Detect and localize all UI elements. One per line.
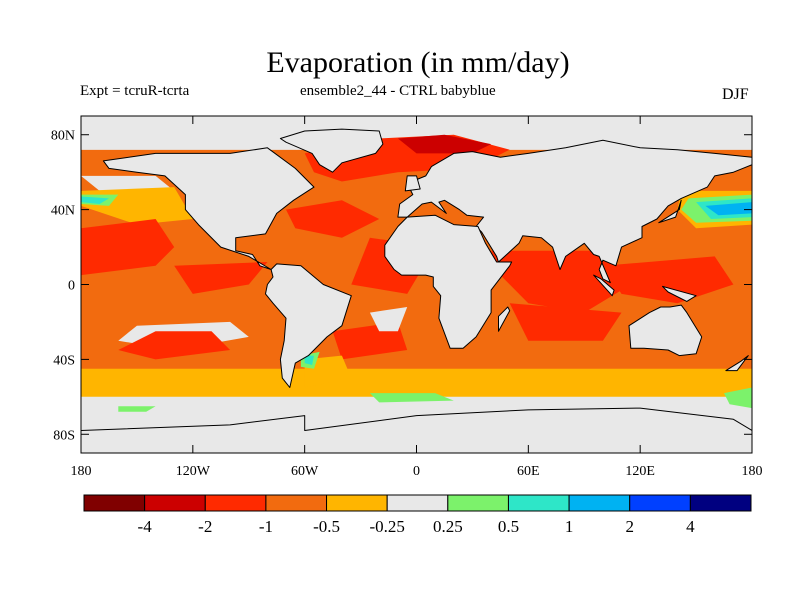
lat-tick-label: 80S bbox=[53, 428, 75, 443]
contour-region bbox=[81, 175, 175, 191]
lon-tick-label: 0 bbox=[413, 464, 420, 479]
colorbar-swatch bbox=[447, 494, 509, 512]
lat-tick-label: 40S bbox=[53, 353, 75, 368]
land-polygon bbox=[279, 128, 384, 173]
contour-region bbox=[118, 406, 156, 412]
land-polygon bbox=[265, 263, 352, 388]
lon-tick-label: 120W bbox=[176, 464, 211, 479]
land-polygon bbox=[593, 274, 615, 297]
colorbar-label: 0.25 bbox=[433, 517, 463, 536]
colorbar-label: -1 bbox=[259, 517, 273, 536]
land-polygon bbox=[498, 306, 511, 332]
contour-region bbox=[81, 368, 752, 401]
colorbar-swatch bbox=[689, 494, 752, 512]
map-axis-ticks: 80N 40N 0 40S 80S 180 120W 60W 0 60E 120E 180 bbox=[51, 116, 763, 479]
lon-tick-label: 180 bbox=[742, 464, 763, 479]
lon-tick-label: 60W bbox=[291, 464, 319, 479]
colorbar-label: -0.25 bbox=[369, 517, 404, 536]
colorbar-label: -2 bbox=[198, 517, 212, 536]
lon-tick-label: 180 bbox=[71, 464, 92, 479]
land-polygon bbox=[384, 214, 513, 349]
land-polygon bbox=[658, 199, 682, 224]
colorbar-label: 1 bbox=[565, 517, 574, 536]
lon-tick-label: 60E bbox=[517, 464, 540, 479]
contour-region bbox=[724, 387, 752, 409]
colorbar-swatch bbox=[507, 494, 570, 512]
colorbar-swatch bbox=[326, 494, 388, 512]
contour-region bbox=[369, 307, 408, 332]
colorbar-swatch bbox=[629, 494, 691, 512]
contour-region bbox=[81, 116, 752, 150]
ensemble-label: ensemble2_44 - CTRL babyblue bbox=[300, 83, 496, 99]
land-polygon bbox=[404, 175, 421, 192]
colorbar-swatch bbox=[568, 494, 631, 512]
contour-region bbox=[304, 355, 314, 365]
contour-region bbox=[81, 219, 175, 276]
colorbar-swatch bbox=[265, 494, 328, 512]
contour-region bbox=[174, 262, 268, 294]
contour-region bbox=[602, 256, 734, 304]
season-label: DJF bbox=[722, 86, 749, 103]
land-polygon bbox=[725, 355, 749, 372]
land-polygon bbox=[628, 304, 703, 357]
contour-region bbox=[705, 202, 752, 216]
colorbar-label: 4 bbox=[686, 517, 695, 536]
contour-region bbox=[118, 331, 231, 360]
colorbar-label: -0.5 bbox=[313, 517, 340, 536]
land-polygon bbox=[81, 407, 752, 453]
colorbar-swatch bbox=[144, 494, 206, 512]
continent-outlines bbox=[81, 128, 752, 453]
land-polygon bbox=[397, 139, 752, 284]
colorbar-label: 2 bbox=[625, 517, 634, 536]
experiment-label: Expt = tcruR-tcrta bbox=[80, 83, 190, 99]
colorbar-swatch bbox=[204, 494, 267, 512]
contour-region bbox=[304, 355, 352, 388]
contour-region bbox=[491, 250, 631, 313]
land-polygon bbox=[102, 147, 315, 270]
colorbar-swatch bbox=[83, 494, 146, 512]
colorbar-label: 0.5 bbox=[498, 517, 519, 536]
lat-tick-label: 0 bbox=[68, 279, 75, 294]
land-polygon bbox=[662, 285, 697, 302]
contour-region bbox=[397, 134, 492, 154]
colorbar-swatch bbox=[386, 494, 449, 512]
contour-region bbox=[509, 303, 622, 341]
contour-region bbox=[286, 200, 380, 238]
lat-tick-label: 80N bbox=[51, 129, 75, 144]
plot-title: Evaporation (in mm/day) bbox=[266, 46, 570, 79]
lat-tick-label: 40N bbox=[51, 204, 75, 219]
colorbar-label: -4 bbox=[138, 517, 153, 536]
colorbar: -4 -2 -1 -0.5 -0.25 0.25 0.5 1 2 4 bbox=[83, 494, 752, 536]
lon-tick-label: 120E bbox=[625, 464, 655, 479]
contour-region bbox=[81, 196, 109, 204]
contour-region bbox=[369, 393, 454, 403]
